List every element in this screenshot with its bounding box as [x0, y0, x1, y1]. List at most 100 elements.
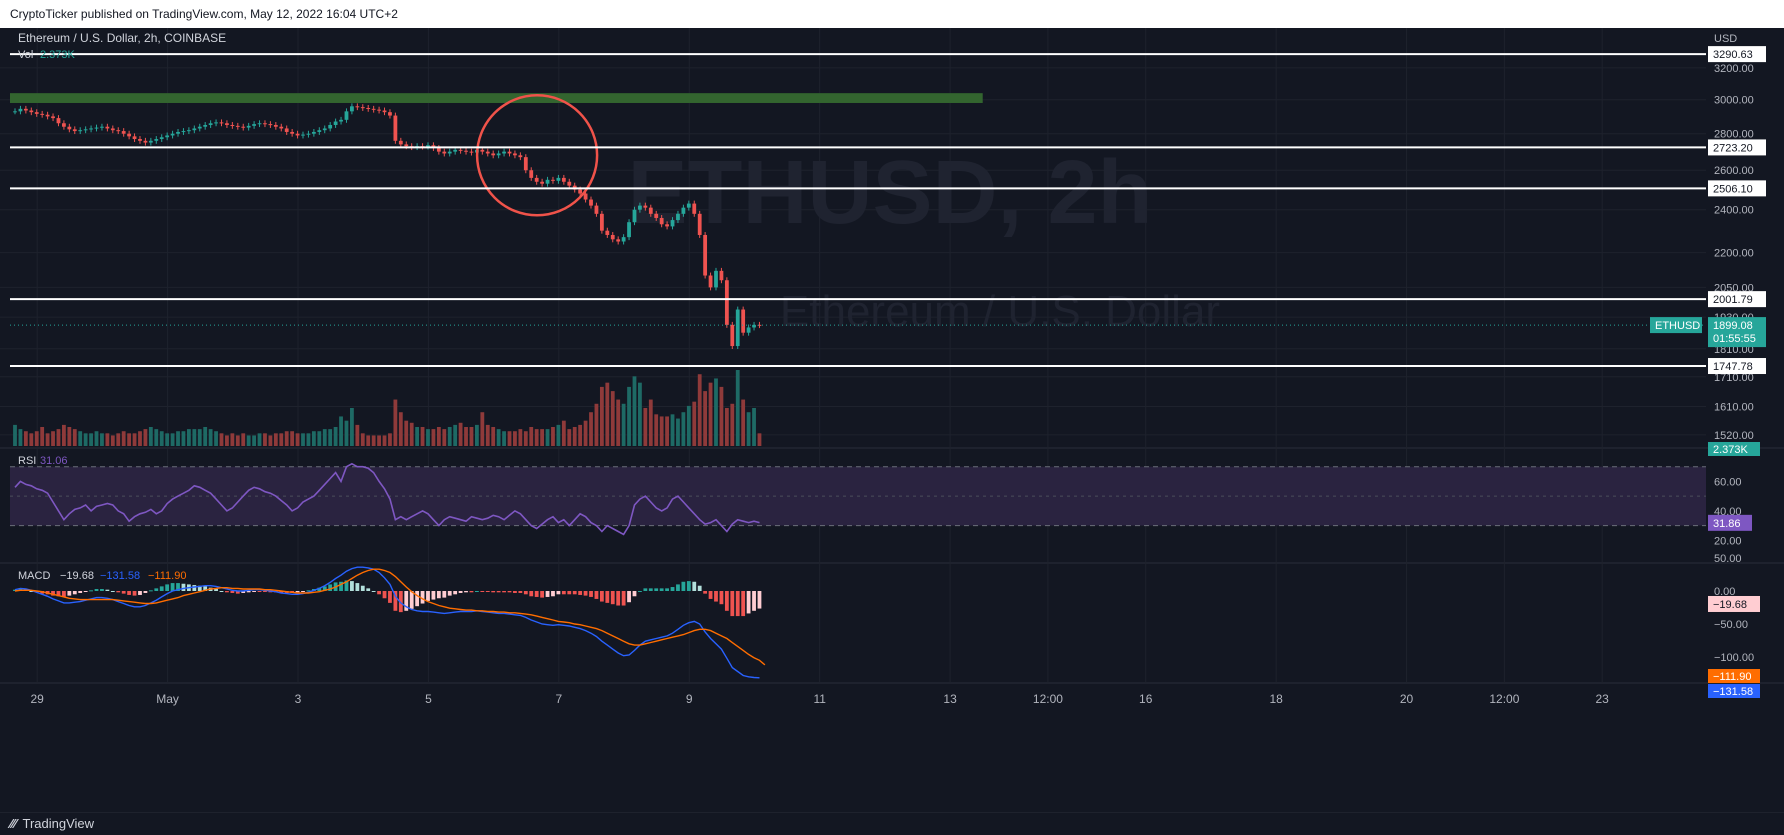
price-tick-label: 3000.00	[1714, 95, 1754, 107]
macd-histogram-bar	[589, 591, 593, 597]
candle-body	[56, 118, 61, 124]
macd-histogram-bar	[665, 588, 669, 591]
volume-bar	[360, 433, 365, 446]
signal-last-bg	[1708, 669, 1760, 683]
volume-bar	[534, 429, 539, 446]
volume-bar	[431, 429, 436, 446]
time-tick-label: 18	[1269, 692, 1283, 706]
price-tick-label: 1610.00	[1714, 401, 1754, 413]
tradingview-logo-icon[interactable]: ⁄⁄⁄	[10, 816, 17, 831]
volume-bar	[578, 424, 583, 446]
volume-bar	[219, 433, 224, 446]
volume-bar	[333, 427, 338, 446]
chart-svg[interactable]: 3200.003000.002800.002600.002400.002200.…	[0, 28, 1784, 812]
macd-histogram-bar	[165, 584, 170, 591]
macd-histogram-bar	[714, 591, 718, 602]
candle-body	[746, 327, 751, 333]
volume-bar	[752, 408, 756, 446]
candle-body	[480, 149, 485, 152]
candle-body	[757, 324, 762, 326]
volume-bar	[317, 431, 322, 446]
macd-histogram-bar	[513, 591, 517, 593]
candle-body	[665, 224, 669, 227]
volume-bar	[404, 420, 409, 446]
macd-histogram-bar	[627, 591, 631, 603]
candle-body	[616, 239, 621, 242]
macd-legend-macd: −131.58	[100, 570, 140, 582]
macd-histogram-bar	[551, 591, 555, 597]
volume-last-label: 2.373K	[1713, 444, 1749, 456]
candle-body	[186, 130, 191, 132]
macd-histogram-bar	[540, 591, 545, 598]
candle-body	[116, 130, 121, 132]
macd-histogram-bar	[578, 591, 583, 595]
macd-histogram-bar	[317, 587, 322, 591]
volume-bar	[214, 431, 218, 446]
candle-body	[214, 122, 218, 124]
volume-bar	[409, 422, 414, 446]
candle-body	[110, 128, 115, 131]
macd-histogram-bar	[154, 588, 159, 591]
macd-histogram-bar	[676, 584, 680, 591]
symbol-tag: ETHUSD	[1655, 320, 1700, 332]
symbol-title: Ethereum / U.S. Dollar, 2h, COINBASE	[18, 31, 226, 45]
macd-histogram-bar	[496, 591, 501, 593]
volume-bar	[322, 429, 327, 446]
volume-bar	[426, 429, 430, 446]
volume-bar	[263, 433, 267, 446]
volume-bar	[594, 403, 599, 446]
macd-histogram-bar	[426, 591, 430, 601]
macd-histogram-bar	[78, 591, 83, 593]
candle-body	[708, 275, 713, 288]
candle-body	[306, 133, 311, 135]
rsi-legend-value: 31.06	[40, 455, 68, 467]
macd-last-label: −131.58	[1713, 686, 1753, 698]
macd-histogram-bar	[100, 589, 104, 591]
volume-bar	[67, 427, 72, 446]
volume-bar	[388, 433, 392, 446]
candle-body	[724, 280, 729, 325]
volume-bar	[94, 431, 99, 446]
candle-body	[127, 133, 132, 137]
macd-histogram-bar	[159, 586, 164, 591]
candle-body	[333, 121, 338, 125]
macd-histogram-bar	[56, 591, 61, 597]
candle-body	[197, 126, 202, 129]
macd-histogram-bar	[230, 591, 235, 593]
time-tick-label: 20	[1400, 692, 1414, 706]
volume-bar	[540, 429, 545, 446]
candle-body	[485, 151, 490, 154]
candle-body	[105, 126, 110, 129]
volume-bar	[730, 403, 735, 446]
footer-brand[interactable]: TradingView	[22, 816, 95, 831]
macd-histogram-bar	[246, 591, 251, 593]
macd-histogram-bar	[263, 591, 267, 592]
candle-body	[62, 123, 66, 127]
candle-body	[219, 122, 224, 124]
chart-area[interactable]: 3200.00 3000.00 2800.00 2600.00 2400.00 2200.…	[0, 28, 1784, 812]
macd-histogram-bar	[681, 581, 686, 591]
macd-histogram-bar	[458, 591, 463, 593]
volume-bar	[638, 382, 642, 446]
macd-histogram-bar	[686, 581, 691, 591]
candle-body	[208, 123, 213, 125]
macd-histogram-bar	[301, 591, 305, 592]
level-label: 3290.63	[1713, 49, 1753, 61]
macd-histogram-bar	[339, 581, 343, 591]
time-tick-label: 12:00	[1489, 692, 1519, 706]
volume-bar	[616, 399, 621, 446]
candle-body	[540, 181, 545, 184]
volume-bar	[632, 376, 637, 446]
macd-histogram-bar	[197, 585, 202, 591]
volume-bar	[567, 429, 572, 446]
price-tick-label: 2200.00	[1714, 248, 1754, 260]
volume-bar	[741, 399, 746, 446]
volume-bar	[420, 427, 425, 446]
volume-bar	[100, 433, 104, 446]
watermark-symbol: ETHUSD, 2h	[627, 143, 1152, 243]
volume-bar	[670, 414, 675, 446]
candle-body	[148, 140, 153, 143]
time-tick-label: 3	[295, 692, 302, 706]
time-tick-label: 16	[1139, 692, 1153, 706]
